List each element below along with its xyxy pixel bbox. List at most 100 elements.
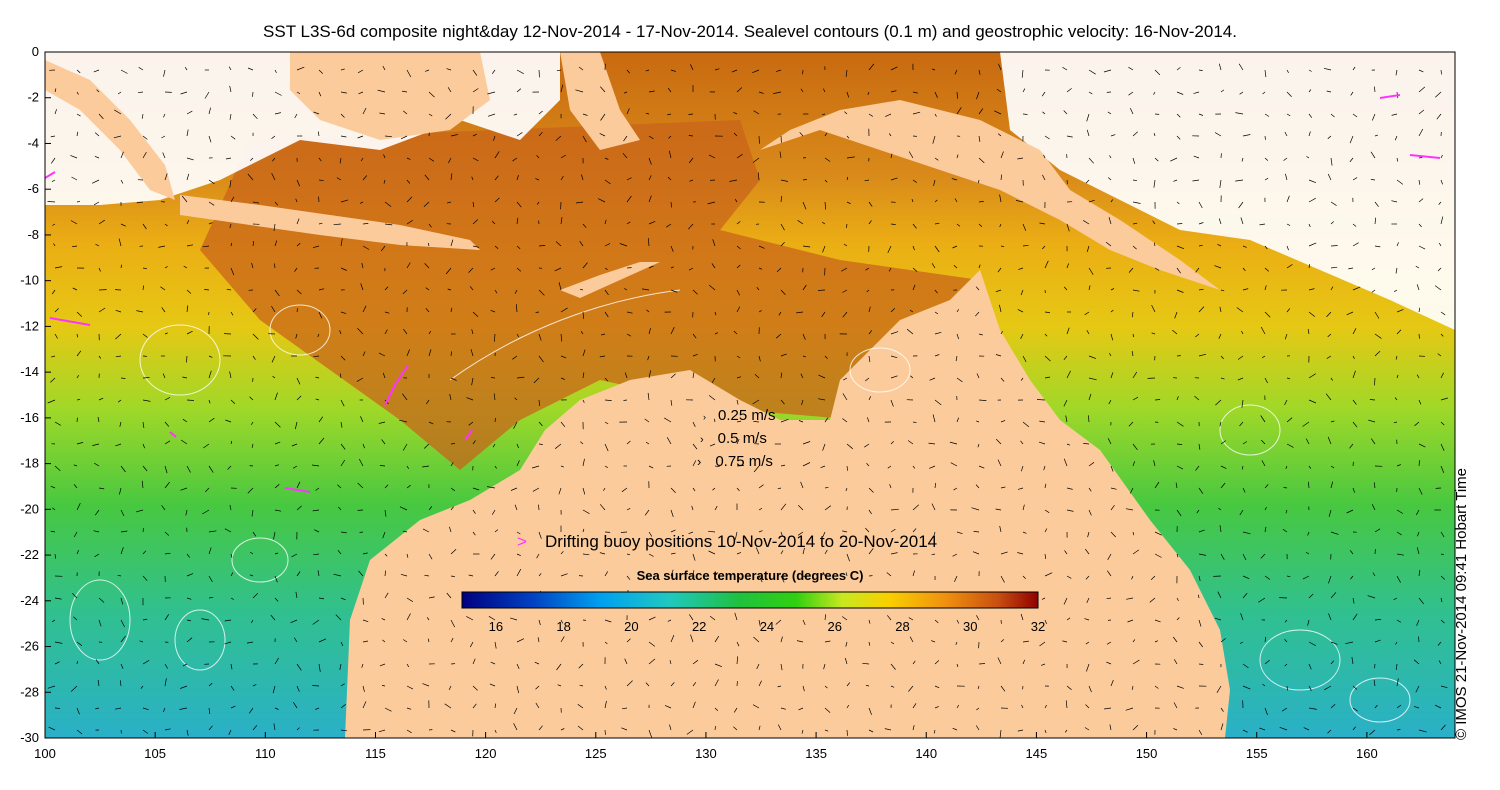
velocity-arrow <box>623 399 628 401</box>
velocity-arrow <box>1153 179 1156 188</box>
velocity-arrow <box>780 636 783 643</box>
velocity-arrow <box>1414 421 1420 427</box>
velocity-arrow <box>1374 350 1381 357</box>
velocity-arrow <box>186 305 189 313</box>
velocity-arrow <box>1086 330 1090 335</box>
velocity-arrow <box>1176 421 1184 427</box>
velocity-arrow <box>378 421 386 424</box>
copyright-label: © IMOS 21-Nov-2014 09:41 Hobart Time <box>1453 467 1470 740</box>
velocity-arrow <box>181 195 188 203</box>
velocity-arrow <box>379 112 386 115</box>
velocity-arrow <box>1373 482 1376 489</box>
velocity-arrow <box>1041 91 1046 97</box>
velocity-arrow <box>382 65 386 71</box>
velocity-arrow <box>164 552 171 555</box>
velocity-arrow <box>1285 509 1288 514</box>
velocity-arrow <box>1172 329 1178 335</box>
velocity-arrow <box>890 399 894 407</box>
velocity-arrow <box>645 682 650 687</box>
velocity-arrow <box>466 616 474 621</box>
velocity-arrow <box>908 617 914 621</box>
velocity-arrow <box>1242 441 1247 445</box>
velocity-arrow <box>604 443 609 452</box>
velocity-arrow <box>229 85 232 93</box>
velocity-arrow <box>186 465 191 473</box>
velocity-arrow <box>1176 443 1183 445</box>
velocity-arrow <box>862 662 870 665</box>
velocity-arrow <box>1418 86 1426 93</box>
velocity-arrow <box>250 157 254 161</box>
velocity-arrow <box>1110 679 1114 687</box>
velocity-arrow <box>1308 264 1311 269</box>
velocity-arrow <box>296 377 301 385</box>
velocity-arrow <box>1022 355 1027 362</box>
velocity-arrow <box>998 63 1002 71</box>
velocity-arrow <box>890 552 898 555</box>
velocity-arrow <box>402 530 408 533</box>
velocity-arrow <box>1349 550 1354 555</box>
velocity-arrow <box>1022 504 1025 511</box>
velocity-arrow <box>406 157 411 160</box>
velocity-arrow <box>425 307 430 313</box>
velocity-arrow <box>604 179 611 185</box>
velocity-arrow <box>846 704 850 709</box>
velocity-arrow <box>73 484 78 489</box>
velocity-arrow <box>1066 575 1072 579</box>
velocity-arrow <box>450 462 454 467</box>
velocity-arrow <box>604 700 607 709</box>
velocity-arrow <box>471 176 474 181</box>
velocity-arrow <box>1242 134 1251 137</box>
velocity-arrow <box>1042 174 1046 181</box>
velocity-arrow <box>1176 267 1181 274</box>
velocity-arrow <box>1286 417 1293 423</box>
velocity-arrow <box>384 570 386 577</box>
velocity-arrow <box>754 373 760 379</box>
velocity-arrow <box>208 201 215 206</box>
velocity-arrow <box>1219 179 1222 188</box>
velocity-arrow <box>1305 438 1310 445</box>
velocity-arrow <box>362 245 370 250</box>
velocity-arrow <box>296 66 305 71</box>
velocity-arrow <box>780 179 789 182</box>
velocity-arrow <box>1132 179 1138 182</box>
velocity-arrow <box>1413 659 1420 665</box>
velocity-arrow <box>340 683 345 687</box>
velocity-arrow <box>340 68 345 71</box>
velocity-arrow <box>290 619 298 624</box>
velocity-arrow <box>560 176 564 181</box>
velocity-arrow <box>406 179 411 184</box>
velocity-arrow <box>692 421 696 427</box>
velocity-arrow <box>381 245 386 252</box>
velocity-arrow <box>1220 465 1227 469</box>
velocity-arrow <box>997 459 1002 467</box>
velocity-arrow <box>340 135 347 138</box>
velocity-arrow <box>670 682 675 687</box>
velocity-arrow <box>556 663 562 671</box>
y-tick-label: -20 <box>20 501 39 516</box>
borneo-land <box>290 52 490 140</box>
velocity-arrow <box>1308 223 1311 228</box>
velocity-arrow <box>1418 223 1422 228</box>
velocity-arrow <box>494 289 498 294</box>
velocity-arrow <box>1176 135 1181 140</box>
velocity-arrow <box>1108 399 1112 405</box>
velocity-arrow <box>229 179 232 188</box>
velocity-arrow <box>1125 508 1134 511</box>
velocity-arrow <box>1022 659 1026 665</box>
velocity-arrow <box>490 377 496 379</box>
velocity-arrow <box>995 438 1002 445</box>
velocity-arrow <box>1039 222 1046 225</box>
velocity-arrow <box>399 506 408 511</box>
velocity-arrow <box>76 350 82 357</box>
velocity-arrow <box>202 245 210 248</box>
velocity-arrow <box>383 179 386 184</box>
velocity-arrow <box>1088 462 1095 467</box>
velocity-arrow <box>1154 69 1161 76</box>
velocity-arrow <box>491 69 496 75</box>
velocity-arrow <box>1195 267 1200 273</box>
velocity-arrow <box>1000 639 1005 643</box>
velocity-arrow <box>689 179 694 182</box>
velocity-arrow <box>1349 443 1354 449</box>
velocity-arrow <box>252 531 257 537</box>
velocity-arrow <box>1286 443 1294 448</box>
